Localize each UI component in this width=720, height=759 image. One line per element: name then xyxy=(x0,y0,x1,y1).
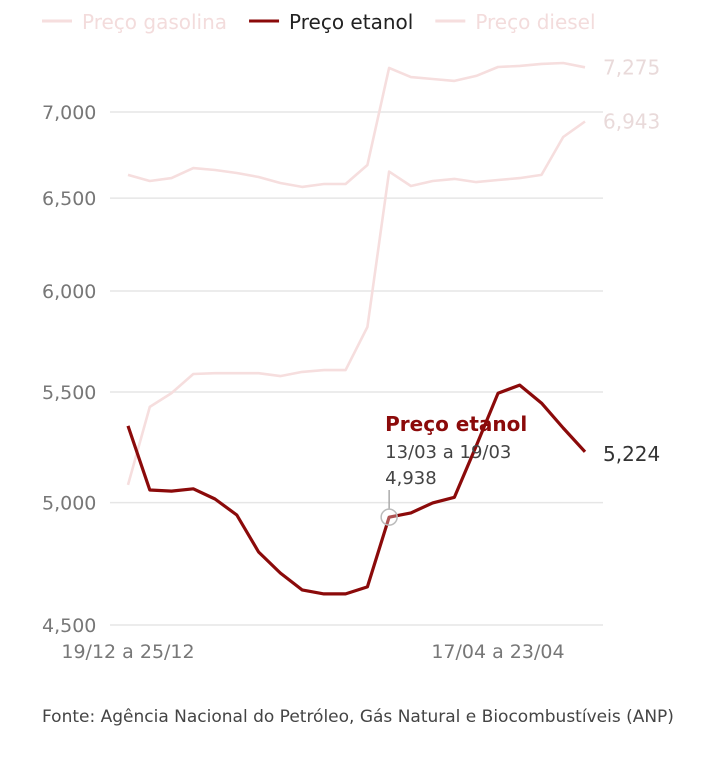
line-chart: 4,500 5,000 5,500 6,000 6,500 7,000 19/12 a 25… xyxy=(42,10,660,663)
end-value-label: 6,943 xyxy=(603,110,660,134)
legend-entry: Preço diesel xyxy=(475,10,595,34)
series-line-preço-diesel xyxy=(126,120,586,486)
series-line-preço-etanol xyxy=(126,383,587,596)
x-tick-label: 17/04 a 23/04 xyxy=(431,641,564,663)
series-line-preço-gasolina xyxy=(127,61,586,189)
y-tick-label: 5,500 xyxy=(42,382,96,404)
legend-entry: Preço etanol xyxy=(289,10,413,34)
tooltip-title: Preço etanol xyxy=(385,412,527,436)
x-tick-label: 19/12 a 25/12 xyxy=(61,641,194,663)
y-tick-label: 4,500 xyxy=(42,615,96,637)
tooltip-date: 13/03 a 19/03 xyxy=(385,442,511,463)
source-note: Fonte: Agência Nacional do Petróleo, Gás… xyxy=(42,707,674,727)
tooltip-marker xyxy=(380,508,398,526)
y-tick-label: 5,000 xyxy=(42,493,96,515)
end-value-label: 7,275 xyxy=(603,55,660,79)
y-tick-label: 6,000 xyxy=(42,281,96,303)
legend-entry: Preço gasolina xyxy=(82,10,227,34)
y-tick-label: 7,000 xyxy=(42,102,96,124)
tooltip-value: 4,938 xyxy=(385,468,437,489)
end-value-label: 5,224 xyxy=(603,442,660,466)
y-tick-label: 6,500 xyxy=(42,188,96,210)
